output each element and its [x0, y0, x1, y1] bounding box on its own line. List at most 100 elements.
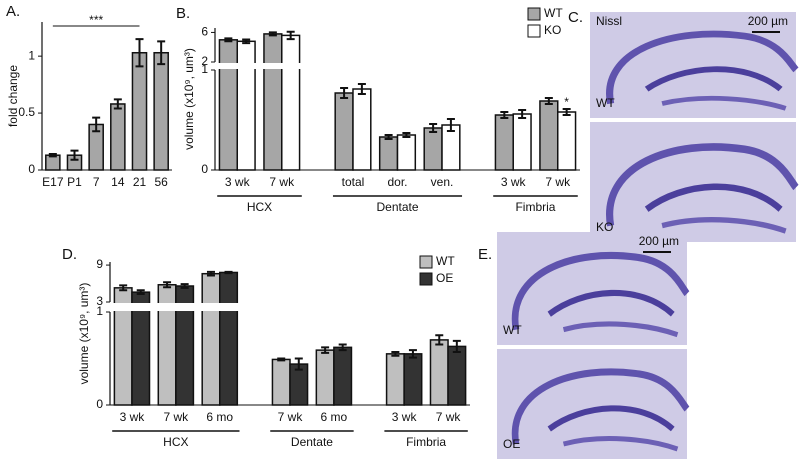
- annotation: *: [564, 95, 569, 109]
- legend-swatch: [419, 255, 433, 269]
- x-tick-label: ven.: [431, 175, 454, 189]
- error-bar: [286, 30, 295, 41]
- group-label: Fimbria: [515, 200, 555, 214]
- group-label: Dentate: [291, 435, 333, 449]
- legend-label: KO: [544, 23, 561, 37]
- bar: [403, 353, 423, 406]
- bar: [153, 51, 169, 171]
- y-tick-label: 3: [96, 294, 103, 308]
- bar: [236, 40, 256, 171]
- bar: [218, 39, 239, 171]
- bar: [423, 127, 443, 171]
- bar: [539, 100, 559, 171]
- error-bar: [446, 118, 455, 132]
- x-tick-label: 7 wk: [545, 175, 571, 189]
- y-tick-label: 1: [96, 304, 103, 318]
- y-tick-label: 0.5: [18, 105, 35, 119]
- panel-label: C.: [568, 9, 583, 26]
- x-tick-label: 56: [154, 175, 168, 189]
- stain-label: Nissl: [596, 14, 622, 28]
- bar: [131, 51, 148, 171]
- bar: [334, 92, 354, 171]
- y-tick-label: 0: [201, 162, 208, 176]
- x-tick-label: 3 wk: [501, 175, 527, 189]
- error-bar: [113, 98, 122, 110]
- bar: [157, 284, 177, 406]
- error-bar: [224, 270, 233, 275]
- error-bar: [294, 357, 303, 371]
- scale-label: 200 µm: [748, 14, 788, 28]
- error-bar: [224, 37, 233, 43]
- error-bar: [391, 350, 400, 357]
- error-bar: [180, 283, 189, 289]
- x-tick-label: 7 wk: [436, 410, 462, 424]
- error-bar: [338, 343, 347, 352]
- error-bar: [163, 281, 172, 289]
- x-tick-label: 7 wk: [164, 410, 190, 424]
- x-tick-label: 3 wk: [225, 175, 251, 189]
- x-tick-label: 3 wk: [392, 410, 418, 424]
- bar: [429, 339, 449, 406]
- error-bar: [321, 346, 330, 354]
- x-tick-label: 7: [93, 175, 100, 189]
- y-tick-label: 1: [201, 62, 208, 76]
- panel-label: E.: [478, 246, 492, 263]
- error-bar: [384, 134, 393, 140]
- error-bar: [435, 334, 444, 346]
- y-tick-label: 2: [201, 54, 208, 68]
- error-bar: [452, 339, 461, 353]
- x-tick-label: 6 mo: [321, 410, 348, 424]
- bar: [45, 154, 61, 171]
- bar: [315, 349, 335, 406]
- error-bar: [92, 116, 101, 133]
- genotype-label: KO: [596, 220, 613, 234]
- y-axis-title: fold change: [6, 65, 20, 127]
- error-bar: [277, 357, 286, 362]
- y-tick-label: 9: [96, 257, 103, 271]
- legend-swatch: [527, 7, 541, 21]
- y-tick-label: 6: [201, 25, 208, 39]
- error-bar: [544, 97, 553, 105]
- x-tick-label: E17: [42, 175, 64, 189]
- panel-label: D.: [62, 246, 77, 263]
- x-tick-label: 3 wk: [120, 410, 146, 424]
- error-bar: [518, 109, 527, 119]
- bar: [396, 134, 417, 171]
- x-tick-label: dor.: [387, 175, 407, 189]
- y-axis-title: volume (x10⁹, um³): [182, 48, 196, 150]
- panel-label: B.: [176, 5, 190, 22]
- error-bar: [119, 284, 128, 292]
- error-bar: [206, 270, 215, 277]
- micrograph: [497, 349, 687, 459]
- bar: [378, 136, 399, 171]
- legend-label: WT: [436, 254, 455, 268]
- bar: [352, 88, 372, 171]
- group-label: Fimbria: [406, 435, 446, 449]
- x-tick-label: 7 wk: [278, 410, 304, 424]
- error-bar: [340, 87, 349, 99]
- x-tick-label: P1: [67, 175, 82, 189]
- bar: [110, 103, 126, 171]
- annotation: ***: [89, 13, 103, 27]
- scale-label: 200 µm: [639, 234, 679, 248]
- panel-label: A.: [6, 3, 20, 20]
- error-bar: [136, 289, 145, 295]
- bar: [219, 271, 239, 406]
- group-label: HCX: [163, 435, 188, 449]
- x-tick-label: 6 mo: [206, 410, 233, 424]
- micrograph: [497, 232, 687, 345]
- legend-label: WT: [544, 6, 563, 20]
- y-tick-label: 0: [28, 162, 35, 176]
- error-bar: [157, 40, 166, 66]
- x-tick-label: 7 wk: [269, 175, 295, 189]
- x-tick-label: 14: [111, 175, 125, 189]
- bar: [556, 111, 577, 171]
- bar: [447, 345, 467, 406]
- genotype-label: OE: [503, 437, 520, 451]
- error-bar: [48, 153, 57, 158]
- error-bar: [242, 38, 251, 45]
- axis-break: [104, 303, 472, 311]
- error-bar: [268, 31, 277, 37]
- bar: [494, 114, 514, 171]
- error-bar: [500, 111, 509, 119]
